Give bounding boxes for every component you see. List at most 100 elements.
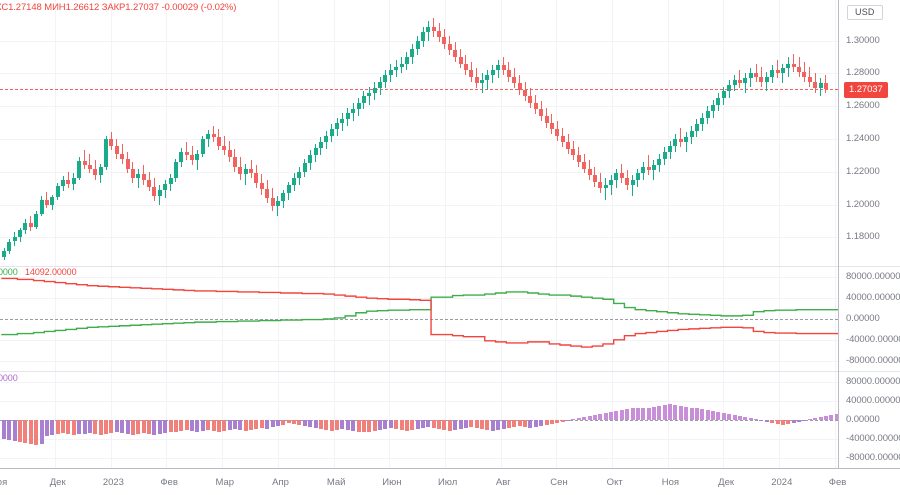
histogram-bar (582, 417, 587, 420)
histogram-bar (98, 420, 103, 436)
histogram-bar (71, 420, 76, 436)
candle-body (93, 169, 98, 176)
candlestick (743, 0, 748, 266)
candlestick (195, 0, 200, 266)
histogram-bar (23, 420, 28, 444)
candlestick (82, 0, 87, 266)
candlestick (480, 0, 485, 266)
candle-body (173, 161, 178, 178)
gridline-vertical (668, 0, 669, 266)
candle-body (705, 111, 710, 118)
candle-body (474, 76, 479, 84)
candle-wick (685, 132, 687, 153)
candle-body (34, 213, 39, 227)
candlestick (566, 0, 571, 266)
time-axis-label: Дек (718, 477, 735, 488)
candlestick (243, 0, 248, 266)
candlestick (249, 0, 254, 266)
candlestick (265, 0, 270, 266)
price-axis-tick: 1.20000 (846, 198, 880, 210)
candle-body (582, 161, 587, 169)
candlestick (329, 0, 334, 266)
cot-positioning-panel[interactable] (0, 267, 838, 371)
net-position-histogram-panel[interactable] (0, 372, 838, 468)
candlestick (603, 0, 608, 266)
candle-body (114, 146, 119, 154)
time-axis-label: 2023 (102, 477, 124, 488)
candlestick (308, 0, 313, 266)
candlestick (50, 0, 55, 266)
histogram-bar (786, 420, 791, 424)
candlestick (340, 0, 345, 266)
histogram-bar (829, 415, 834, 420)
candle-wick (793, 53, 795, 72)
candlestick (528, 0, 533, 266)
histogram-bar (748, 418, 753, 420)
candle-body (786, 63, 791, 69)
histogram-bar (426, 420, 431, 427)
histogram-bar (625, 409, 630, 420)
histogram-bar (592, 415, 597, 420)
price-axis-tick: 1.22000 (846, 165, 880, 177)
histogram-bar (415, 420, 420, 429)
histogram-bar (281, 420, 286, 425)
candlestick (786, 0, 791, 266)
candle-body (39, 199, 44, 214)
candle-body (754, 73, 759, 77)
candle-body (200, 139, 205, 154)
histogram-bar (404, 420, 409, 431)
candle-body (619, 173, 624, 179)
time-axis-label: Фев (160, 477, 178, 488)
candlestick (775, 0, 780, 266)
gridline-horizontal (0, 458, 838, 459)
candle-body (823, 83, 828, 90)
candle-wick (186, 142, 188, 161)
candlestick (807, 0, 812, 266)
candle-body (437, 30, 442, 38)
candle-body (566, 142, 571, 149)
histogram-bar (641, 408, 646, 420)
candlestick (770, 0, 775, 266)
candle-body (324, 135, 329, 143)
histogram-axis-tick: 40000.00000 (846, 394, 900, 406)
histogram-bar (125, 420, 130, 435)
candle-body (206, 134, 211, 139)
candlestick (592, 0, 597, 266)
histogram-bar (797, 420, 802, 422)
time-axis-label: Окт (606, 477, 623, 488)
candle-wick (213, 125, 214, 143)
candlestick (259, 0, 264, 266)
candle-body (630, 180, 635, 185)
candle-body (361, 96, 366, 103)
candle-body (157, 189, 162, 196)
candlestick (71, 0, 76, 266)
gridline-vertical (55, 0, 56, 266)
time-axis[interactable]: оя Дек 2023 Фев Мар Апр Май Июн Июл Авг Сен Окт Ноя Д… (0, 468, 900, 495)
histogram-bar (329, 420, 334, 431)
panel-separator-2 (0, 371, 900, 372)
histogram-bar (646, 407, 651, 420)
histogram-bar (657, 405, 662, 420)
candle-wick (89, 153, 91, 174)
price-axis-tick: 1.30000 (846, 34, 880, 46)
candle-body (281, 193, 286, 202)
histogram-bar (232, 420, 237, 429)
candle-wick (648, 155, 650, 176)
candlestick (383, 0, 388, 266)
candle-wick (605, 178, 607, 200)
candle-body (694, 124, 699, 131)
current-price-badge: 1.27037 (844, 82, 888, 99)
candle-wick (777, 60, 779, 79)
candlestick (474, 0, 479, 266)
histogram-bar (378, 420, 383, 430)
candle-body (737, 79, 742, 84)
histogram-bar (813, 418, 818, 420)
histogram-bar (619, 410, 624, 420)
price-axis-tick: 1.18000 (846, 231, 880, 243)
candlestick (270, 0, 275, 266)
price-axis[interactable]: USD 1.30000 1.28000 1.26000 1.24000 1.22000 1… (838, 0, 900, 468)
candle-body (351, 109, 356, 113)
candlestick (173, 0, 178, 266)
price-panel[interactable] (0, 0, 838, 266)
